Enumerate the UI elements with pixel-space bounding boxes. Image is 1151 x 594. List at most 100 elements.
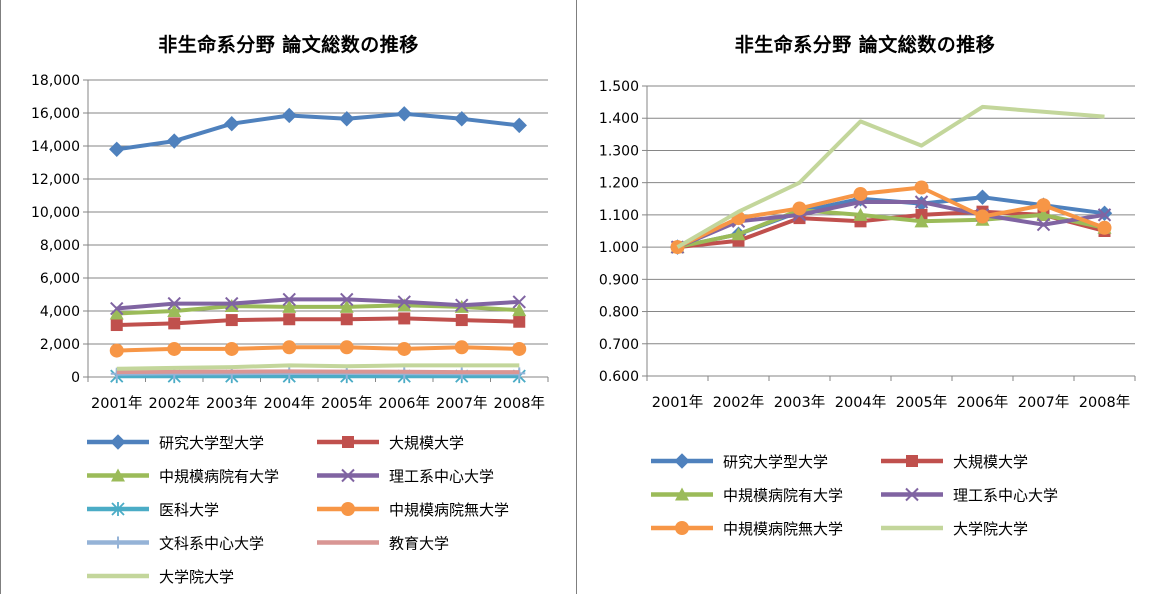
x-tick-label: 2002年 — [713, 394, 764, 411]
legend-swatch-marker — [342, 436, 354, 448]
data-point — [1036, 198, 1051, 213]
legend-label: 大学院大学 — [159, 568, 234, 586]
data-point — [512, 295, 526, 309]
y-tick-label: 0.600 — [599, 369, 639, 385]
data-point — [512, 303, 527, 317]
data-point — [1036, 207, 1051, 221]
y-tick-label: 1.100 — [599, 208, 639, 224]
y-tick-label: 0 — [71, 370, 80, 386]
legend-item: 大規模大学 — [881, 453, 1028, 471]
series-line — [676, 185, 1106, 249]
data-point — [397, 341, 412, 356]
y-tick-label: 10,000 — [31, 205, 80, 221]
legend-swatch-marker — [110, 434, 126, 450]
chart-panel-left: 非生命系分野 論文総数の推移 0 2,000 4,000 6,000 8,000 10,0… — [0, 0, 577, 594]
data-point — [1036, 217, 1051, 232]
data-point — [853, 186, 868, 201]
legend-label: 中規模病院無大学 — [389, 501, 509, 519]
data-point — [397, 298, 412, 312]
x-tick-label: 2005年 — [321, 395, 372, 412]
series-line — [676, 104, 1105, 249]
legend-label: 教育大学 — [389, 535, 449, 553]
data-point — [110, 301, 124, 316]
data-point — [512, 341, 527, 356]
data-point — [166, 133, 182, 149]
x-tick-label: 2003年 — [206, 395, 257, 412]
legend-item: 理工系中心大学 — [881, 487, 1058, 505]
legend-swatch-marker — [111, 502, 125, 516]
data-point — [914, 180, 929, 195]
legend-label: 中規模病院有大学 — [723, 487, 843, 505]
data-point — [283, 313, 296, 326]
data-point — [167, 296, 181, 311]
x-tick-label: 2001年 — [91, 395, 142, 412]
data-point — [731, 227, 746, 241]
legend-label: 理工系中心大学 — [389, 468, 494, 486]
y-tick-label: 14,000 — [31, 139, 80, 155]
y-tick-label: 1.000 — [599, 240, 639, 256]
data-point — [110, 319, 123, 332]
data-point — [1097, 208, 1112, 222]
series-8 — [116, 369, 520, 375]
data-point — [340, 313, 353, 326]
y-tick-label: 1.200 — [599, 176, 639, 192]
x-tick-label: 2006年 — [379, 395, 430, 412]
data-point — [1096, 205, 1113, 221]
x-tick-label: 2001年 — [652, 394, 703, 411]
legend-item: 中規模病院無大学 — [651, 520, 843, 538]
legend-label: 中規模病院無大学 — [723, 520, 843, 538]
legend-label: 医科大学 — [159, 501, 219, 519]
x-tick-label: 2008年 — [1079, 394, 1130, 411]
series-line — [116, 297, 520, 311]
legend-item: 理工系中心大学 — [317, 468, 494, 486]
legend-swatch-marker — [341, 468, 355, 483]
series-line — [676, 200, 1105, 249]
y-tick-label: 2,000 — [40, 337, 80, 353]
y-tick-label: 6,000 — [40, 271, 80, 287]
y-tick-label: 1.500 — [599, 79, 639, 95]
series-1 — [109, 106, 527, 158]
legend-item: 大学院大学 — [87, 568, 234, 586]
data-point — [853, 207, 868, 221]
chart-left-svg: 0 2,000 4,000 6,000 8,000 10,000 12,000 14,000 1… — [31, 73, 549, 586]
data-point — [282, 299, 297, 313]
data-point — [225, 296, 239, 311]
legend-label: 文科系中心大学 — [159, 535, 264, 553]
data-point — [513, 315, 526, 328]
y-tick-label: 1.300 — [599, 143, 639, 159]
x-tick-label: 2004年 — [835, 394, 886, 411]
y-tick-label: 0.800 — [599, 305, 639, 321]
series-line — [116, 363, 520, 371]
series-6 — [676, 104, 1105, 249]
x-tick-label: 2007年 — [1018, 394, 1069, 411]
data-point — [398, 312, 411, 325]
legend-swatch-marker — [111, 468, 125, 482]
legend-item: 大規模大学 — [317, 434, 464, 452]
data-point — [1097, 220, 1112, 235]
x-tick-label: 2004年 — [264, 395, 315, 412]
x-tick-label: 2006年 — [957, 394, 1008, 411]
series-line — [116, 345, 520, 353]
y-tick-label: 16,000 — [31, 106, 80, 122]
x-tick-label: 2002年 — [149, 395, 200, 412]
y-tick-label: 18,000 — [31, 73, 80, 89]
x-tick-label: 2008年 — [494, 395, 545, 412]
series-4 — [110, 292, 526, 316]
legend-swatch-marker — [675, 487, 689, 501]
y-tick-label: 4,000 — [40, 304, 80, 320]
x-tick-label: 2005年 — [896, 394, 947, 411]
legend-label: 研究大学型大学 — [723, 453, 828, 471]
chart-right-svg: 0.600 0.700 0.800 0.900 1.000 1.100 1.200 1.300… — [599, 79, 1136, 538]
legend-label: 大規模大学 — [953, 453, 1028, 471]
legend-item: 大学院大学 — [881, 520, 1028, 538]
data-point — [975, 209, 990, 224]
data-point — [792, 201, 807, 216]
series-line — [677, 208, 1105, 250]
data-point — [224, 341, 239, 356]
data-point — [455, 298, 469, 312]
legend-swatch-marker — [341, 502, 355, 516]
legend-item: 文科系中心大学 — [87, 535, 264, 553]
data-point — [454, 340, 469, 355]
data-point — [339, 111, 355, 127]
legend-swatch-marker — [112, 536, 124, 549]
